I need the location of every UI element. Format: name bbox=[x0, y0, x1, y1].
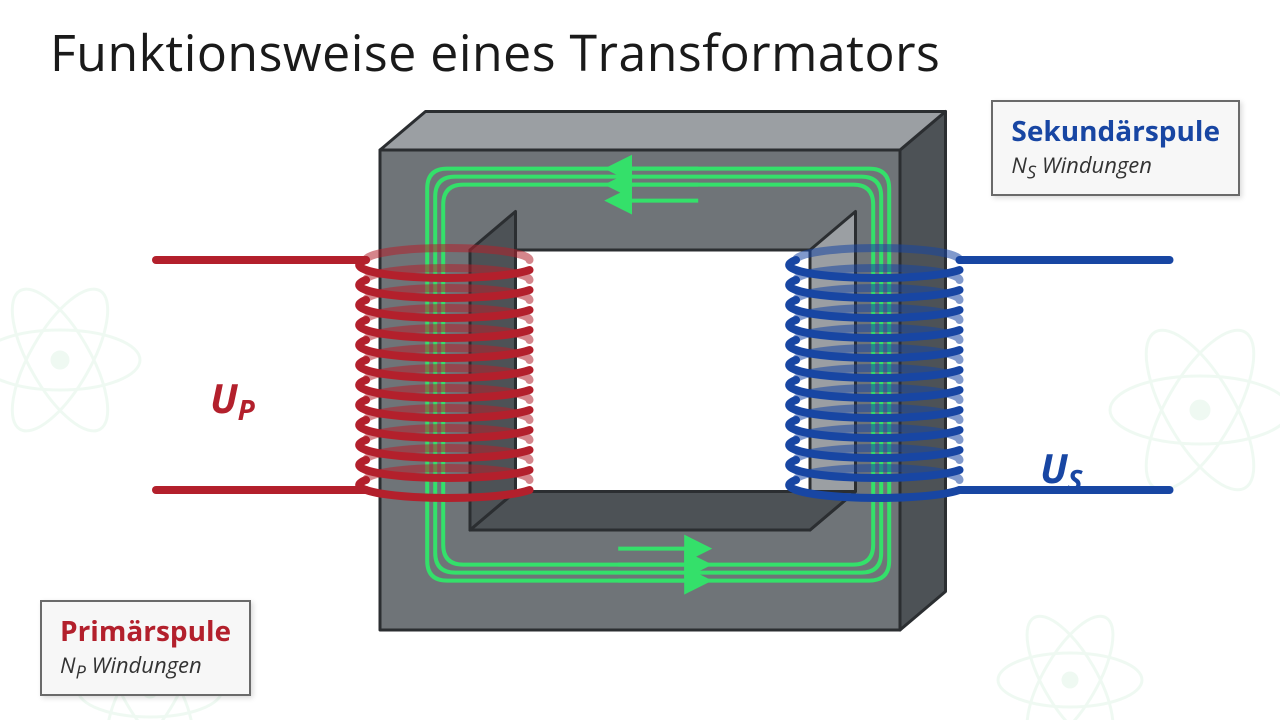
primary-coil-subtitle: NP Windungen bbox=[60, 650, 231, 684]
voltage-symbol: U bbox=[1040, 440, 1068, 495]
voltage-subscript: P bbox=[238, 391, 255, 429]
voltage-subscript: S bbox=[1068, 461, 1083, 499]
primary-voltage-label: UP bbox=[210, 370, 255, 429]
secondary-voltage-label: US bbox=[1040, 440, 1082, 499]
voltage-symbol: U bbox=[210, 370, 238, 425]
secondary-coil-subtitle: NS Windungen bbox=[1011, 150, 1220, 184]
primary-coil-title: Primärspule bbox=[60, 612, 231, 650]
primary-coil-label-box: Primärspule NP Windungen bbox=[40, 600, 251, 696]
secondary-coil-title: Sekundärspule bbox=[1011, 112, 1220, 150]
secondary-coil-label-box: Sekundärspule NS Windungen bbox=[991, 100, 1240, 196]
